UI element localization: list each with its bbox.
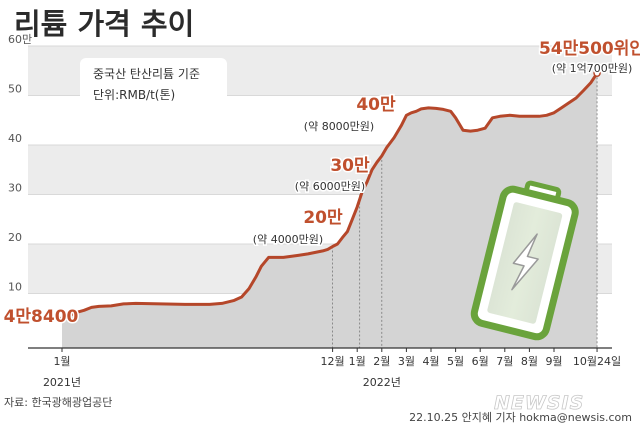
x-year-label: 2022년	[363, 376, 401, 389]
y-axis: 10 20 30 40 50 60만	[8, 33, 32, 294]
guide-lines	[332, 73, 598, 348]
watermark-text: NEWSIS	[494, 392, 584, 414]
x-year-label: 2021년	[43, 376, 81, 389]
annotation-value: 20만	[303, 208, 343, 228]
x-tick-label: 6월	[472, 355, 489, 368]
x-tick-label: 1월	[349, 355, 366, 368]
x-tick-label: 4월	[422, 355, 439, 368]
x-tick-label: 10월24일	[573, 354, 621, 368]
credit-text: 22.10.25 안지혜 기자 hokma@newsis.com	[409, 411, 632, 424]
x-axis: 1월 12월 1월 2월 3월 4월 5월 6월 7월 8월 9월 10월24일 2021년 2022년	[28, 347, 621, 389]
x-tick-label: 1월	[53, 355, 70, 368]
annotation-value: 4만8400	[4, 307, 79, 327]
legend-note-line1: 중국산 탄산리튬 기준	[93, 67, 200, 81]
end-point-marker	[593, 69, 601, 77]
y-tick-label: 20	[8, 231, 22, 244]
x-tick-label: 5월	[447, 355, 464, 368]
annotation-value: 40만	[356, 95, 396, 115]
y-tick-label: 30	[8, 182, 22, 195]
price-area	[62, 73, 598, 348]
y-tick-label: 40	[8, 132, 22, 145]
battery-icon	[470, 180, 579, 341]
legend-note-line2: 단위:RMB/t(톤)	[93, 88, 175, 102]
y-tick-label: 60만	[8, 33, 32, 46]
legend-note: 중국산 탄산리튬 기준 단위:RMB/t(톤)	[80, 58, 227, 110]
source-text: 자료: 한국광해광업공단	[4, 395, 112, 409]
x-tick-label: 8월	[521, 355, 538, 368]
x-tick-label: 3월	[398, 355, 415, 368]
annotations: 4만8400 20만 (약 4000만원) 30만 (약 6000만원) 40만 (약 80…	[2, 38, 640, 329]
chart-title: 리튬 가격 추이	[14, 7, 194, 41]
annotation-sub: (약 8000만원)	[304, 119, 374, 133]
annotation-sub: (약 1억700만원)	[552, 61, 633, 75]
x-tick-label: 12월	[321, 355, 345, 368]
x-tick-label: 2월	[373, 355, 390, 368]
annotation-sub: (약 4000만원)	[253, 232, 323, 246]
x-tick-label: 7월	[496, 355, 513, 368]
annotation-value: 30만	[330, 156, 370, 176]
x-tick-label: 9월	[545, 355, 562, 368]
line-layer	[60, 69, 601, 320]
annotation-sub: (약 6000만원)	[295, 179, 365, 193]
area-layer	[62, 73, 598, 348]
y-tick-label: 50	[8, 83, 22, 96]
y-tick-label: 10	[8, 281, 22, 294]
price-line	[60, 71, 599, 320]
annotation-value: 54만500위안	[539, 39, 640, 59]
